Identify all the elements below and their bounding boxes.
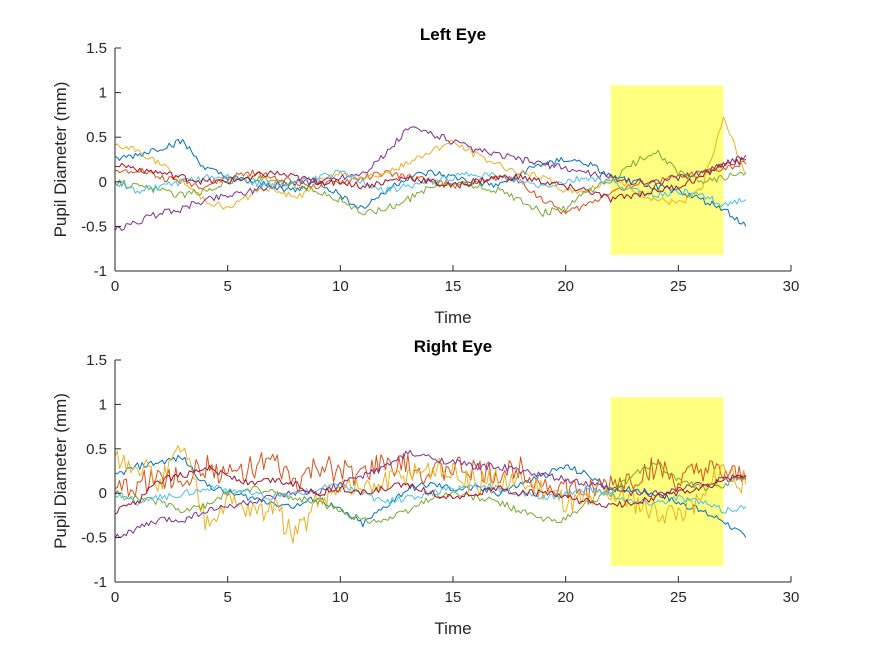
x-tick-label: 5 [223, 278, 231, 295]
series-line-4 [114, 449, 747, 539]
x-axis-label: Time [434, 308, 471, 327]
y-tick-label: -0.5 [81, 218, 107, 235]
y-tick-label: 1 [99, 85, 107, 102]
x-tick-label: 20 [557, 278, 574, 295]
x-tick-label: 30 [783, 589, 800, 606]
series-line-5 [114, 461, 747, 524]
x-tick-label: 15 [445, 589, 462, 606]
y-tick-label: -0.5 [81, 530, 107, 547]
left-eye-plot: 0 5 10 15 20 25 30 -1 -0.5 0 0.5 1 1.5 Left Eye Time Pu… [51, 25, 799, 327]
y-tick-label: 0.5 [86, 441, 107, 458]
y-tick-label: 1 [99, 396, 107, 413]
y-tick-label: 0 [99, 174, 107, 191]
y-tick-label: 1.5 [86, 352, 107, 369]
series-line-7 [114, 465, 747, 515]
x-tick-label: 10 [332, 589, 349, 606]
series-line-4 [114, 126, 747, 231]
highlight-region [610, 397, 724, 567]
series-line-3 [114, 116, 747, 210]
y-tick-label: -1 [94, 574, 107, 591]
series-line-3 [114, 445, 747, 544]
x-tick-label: 0 [111, 278, 119, 295]
x-tick-label: 25 [670, 589, 687, 606]
series-line-5 [114, 149, 747, 217]
y-tick-label: 0.5 [86, 129, 107, 146]
y-tick-label: 1.5 [86, 40, 107, 57]
chart-title: Left Eye [420, 25, 486, 44]
x-tick-label: 30 [783, 278, 800, 295]
x-tick-label: 10 [332, 278, 349, 295]
x-tick-label: 0 [111, 589, 119, 606]
x-tick-label: 25 [670, 278, 687, 295]
y-tick-label: -1 [94, 263, 107, 280]
x-tick-label: 5 [223, 589, 231, 606]
x-tick-label: 15 [445, 278, 462, 295]
x-axis-label: Time [434, 619, 471, 638]
y-axis-label: Pupil Diameter (mm) [51, 393, 70, 549]
right-eye-plot: 0 5 10 15 20 25 30 -1 -0.5 0 0.5 1 1.5 Right Eye Time P… [51, 337, 799, 638]
x-tick-label: 20 [557, 589, 574, 606]
series-line-7 [114, 156, 747, 203]
chart-title: Right Eye [414, 337, 492, 356]
y-tick-label: 0 [99, 485, 107, 502]
y-axis-label: Pupil Diameter (mm) [51, 82, 70, 238]
